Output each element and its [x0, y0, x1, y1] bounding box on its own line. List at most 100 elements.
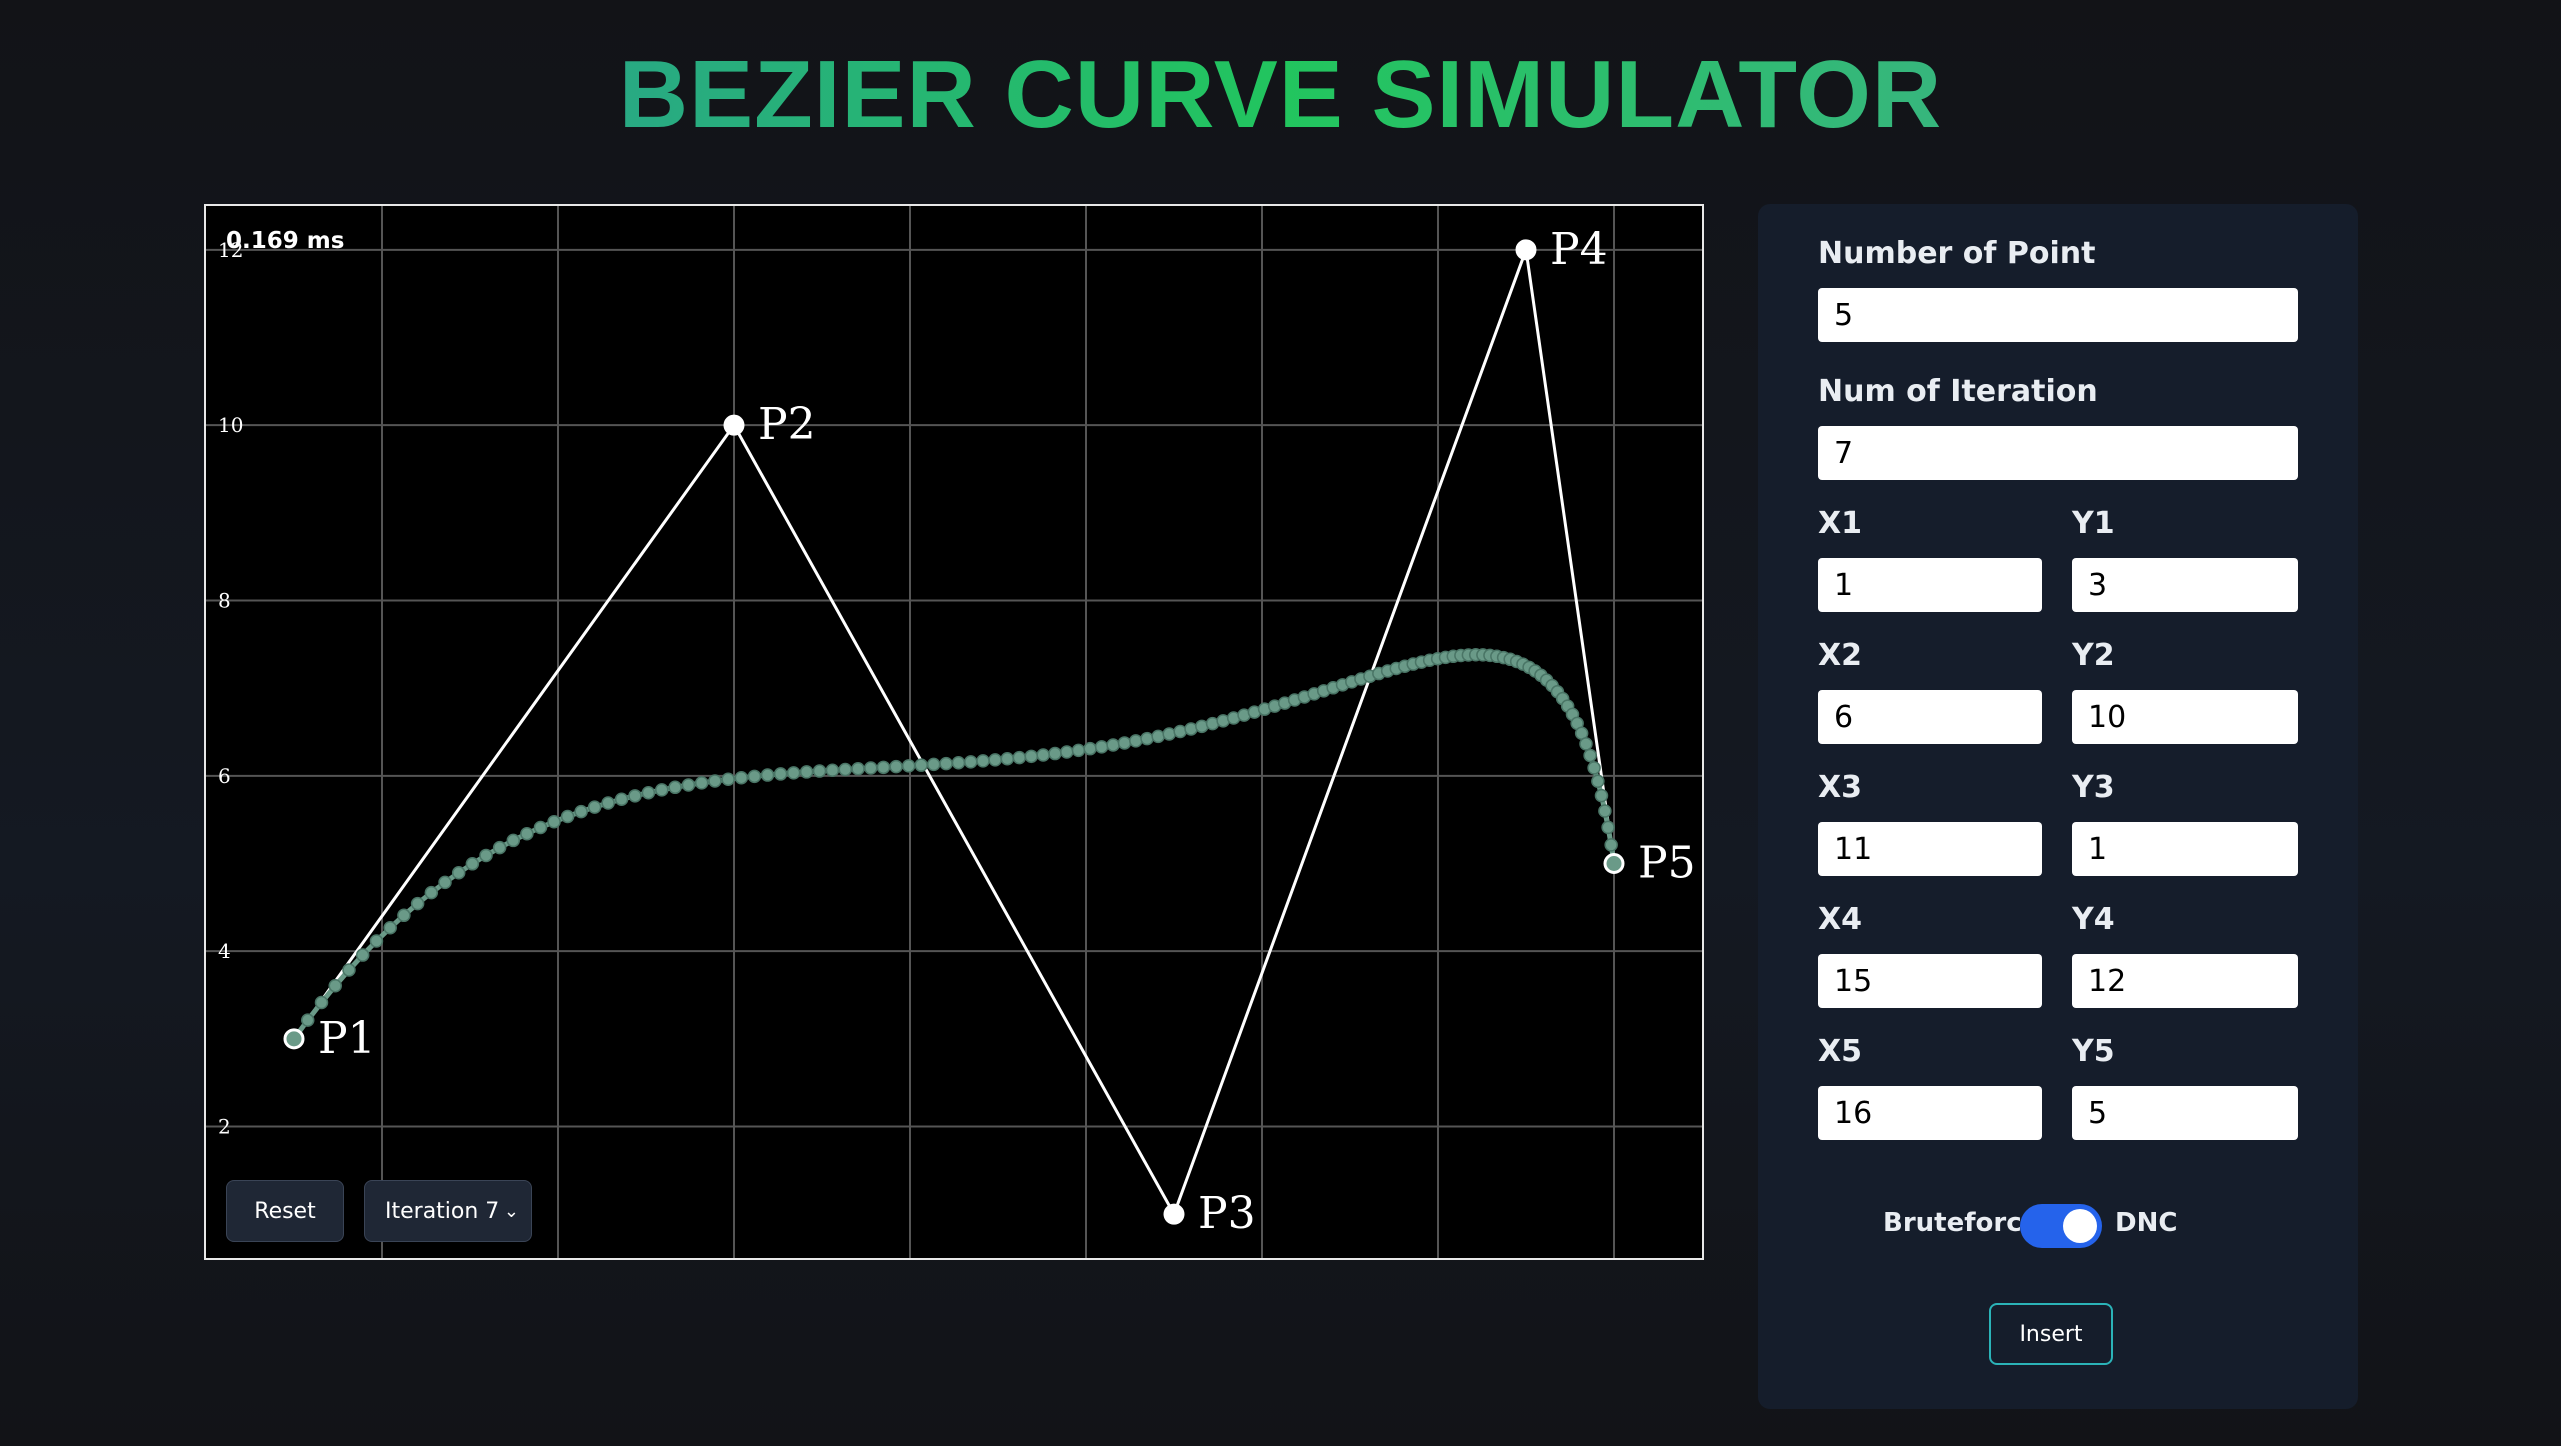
field-label: X5 — [1818, 1034, 1863, 1069]
curve-point — [760, 768, 775, 782]
x-input[interactable]: 1 — [1818, 558, 2042, 612]
toggle-knob — [2063, 1209, 2097, 1243]
curve-point — [533, 820, 548, 835]
y-tick-label: 8 — [218, 589, 231, 613]
curve-point — [747, 769, 762, 784]
curve-point — [355, 948, 370, 962]
mode-toggle[interactable] — [2020, 1204, 2102, 1248]
reset-button[interactable]: Reset — [226, 1180, 344, 1242]
point-label: P4 — [1550, 224, 1608, 275]
point-label: P2 — [758, 399, 816, 450]
y-tick-label: 4 — [218, 939, 231, 963]
toggle-label: DNC — [2115, 1208, 2178, 1238]
curve-point — [451, 866, 466, 880]
y-input[interactable]: 10 — [2072, 690, 2298, 744]
curve-point — [1579, 737, 1593, 751]
curve-point — [601, 796, 615, 810]
chart: 2 4 6 8 10 12 P1 P2 P3 P4 P5 — [206, 206, 1702, 1258]
x-input[interactable]: 11 — [1818, 822, 2042, 876]
x-input[interactable]: 16 — [1818, 1086, 2042, 1140]
curve-point — [314, 995, 329, 1010]
iterations-input[interactable]: 7 — [1818, 426, 2298, 480]
curve-point — [951, 756, 966, 770]
field-label: Y5 — [2072, 1034, 2115, 1069]
curve-point — [926, 757, 941, 772]
insert-button[interactable]: Insert — [1989, 1303, 2113, 1365]
control-point — [1163, 1203, 1185, 1225]
curve-point — [1173, 724, 1187, 739]
curve-point — [1060, 745, 1074, 759]
curve-point — [708, 774, 722, 788]
curve-point — [397, 908, 411, 923]
curve-point — [369, 934, 384, 948]
toggle-label: Bruteforce — [1883, 1208, 2040, 1238]
point-label: P5 — [1638, 838, 1696, 889]
curve-point — [786, 766, 801, 780]
curve-point — [1583, 748, 1597, 763]
curve-point — [641, 785, 656, 800]
curve-point — [1000, 752, 1015, 766]
curve-point — [838, 762, 853, 777]
point-label: P1 — [318, 1013, 376, 1064]
curve-point — [574, 804, 588, 819]
curve-point — [424, 885, 439, 900]
curve-point — [1048, 746, 1062, 761]
y-tick-label: 12 — [218, 238, 243, 262]
y-input[interactable]: 3 — [2072, 558, 2298, 612]
bezier-curve — [291, 652, 1617, 1041]
x-input[interactable]: 6 — [1818, 690, 2042, 744]
curve-point — [655, 783, 669, 797]
field-label: Num of Iteration — [1818, 374, 2098, 409]
y-tick-label: 6 — [218, 764, 231, 788]
curve-point — [1594, 788, 1609, 803]
curve-point — [1094, 740, 1109, 754]
curve-point — [1117, 736, 1132, 750]
field-label: X3 — [1818, 770, 1863, 805]
curve-point — [1601, 820, 1615, 835]
timing-annotation: 0.169 ms — [226, 228, 345, 254]
curve-point — [721, 772, 735, 787]
iteration-select-text: Iteration 7 — [385, 1198, 500, 1224]
curve-point — [864, 761, 878, 775]
y-input[interactable]: 12 — [2072, 954, 2298, 1008]
curve-point — [479, 848, 493, 863]
curve-point — [492, 840, 507, 855]
curve-point — [614, 792, 629, 807]
y-input[interactable]: 1 — [2072, 822, 2298, 876]
curve-point — [1162, 727, 1176, 741]
curve-point — [506, 833, 521, 848]
curve-point — [939, 756, 953, 771]
control-point — [283, 1028, 305, 1050]
control-polygon — [292, 249, 1616, 1218]
curve-point — [342, 963, 356, 977]
num-points-input[interactable]: 5 — [1818, 288, 2298, 342]
curve-point — [799, 765, 814, 779]
curve-point — [547, 815, 561, 829]
curve-point — [300, 1013, 315, 1027]
curve-point — [1024, 749, 1039, 764]
curve-point — [1587, 761, 1601, 775]
curve-point — [668, 780, 682, 795]
curve-point — [1151, 729, 1165, 744]
field-label: X4 — [1818, 902, 1863, 937]
curve-point — [1071, 743, 1086, 758]
curve-point — [1129, 734, 1143, 748]
y-input[interactable]: 5 — [2072, 1086, 2298, 1140]
curve-point — [1184, 722, 1198, 736]
curve-point — [1604, 838, 1618, 852]
y-tick-label: 2 — [218, 1115, 231, 1139]
curve-point — [465, 857, 480, 871]
curve-point — [1106, 738, 1120, 752]
field-label: Y4 — [2072, 902, 2115, 937]
curve-point — [560, 809, 575, 824]
field-label: Y1 — [2072, 506, 2115, 541]
curve-point — [1036, 748, 1050, 762]
curve-point — [901, 759, 916, 773]
select-arrow: ⌄ — [503, 1200, 519, 1222]
curve-point — [681, 778, 696, 792]
field-label: Y2 — [2072, 638, 2115, 673]
curve-point — [1012, 750, 1027, 765]
x-input[interactable]: 15 — [1818, 954, 2042, 1008]
curve-point — [976, 754, 990, 768]
iteration-select[interactable]: Iteration 7 ⌄ — [364, 1180, 532, 1242]
